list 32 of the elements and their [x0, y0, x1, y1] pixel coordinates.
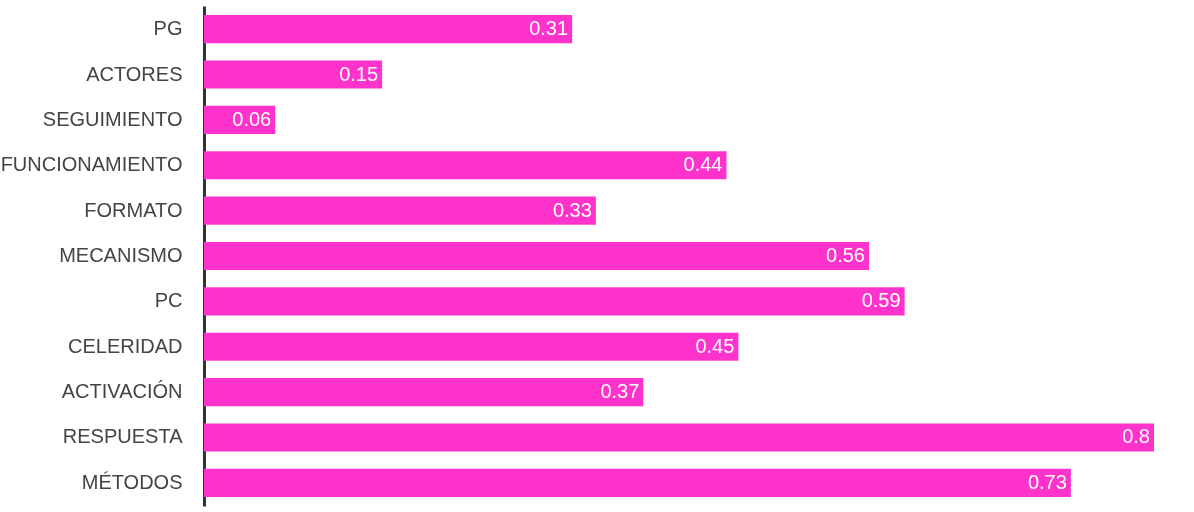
bar [204, 151, 727, 180]
data-label: 0.33 [552, 198, 592, 221]
y-tick-label: PG [153, 17, 183, 40]
data-label: 0.59 [861, 289, 901, 312]
data-label: 0.37 [600, 380, 640, 403]
bar [204, 468, 1071, 497]
y-tick-label: FORMATO [84, 198, 183, 221]
data-label: 0.06 [232, 107, 272, 130]
bar [204, 378, 644, 407]
data-label: 0.73 [1027, 470, 1067, 493]
bar [204, 287, 905, 316]
y-tick-label: ACTIVACIÓN [61, 380, 183, 403]
y-tick-label: RESPUESTA [62, 425, 184, 448]
y-tick-label: MÉTODOS [81, 470, 183, 493]
y-tick-label: FUNCIONAMIENTO [0, 153, 183, 176]
y-tick-label: ACTORES [86, 62, 183, 85]
y-tick-label: PC [154, 289, 183, 312]
bar [204, 423, 1154, 452]
data-label: 0.56 [826, 244, 865, 266]
data-label: 0.31 [529, 17, 569, 40]
data-label: 0.45 [695, 334, 735, 357]
data-label: 0.15 [339, 62, 379, 85]
bar [204, 241, 869, 271]
bar [204, 60, 383, 89]
y-tick-label: CELERIDAD [68, 334, 183, 357]
bar [204, 196, 596, 225]
bar [204, 332, 739, 361]
data-label: 0.8 [1122, 425, 1150, 448]
bar [204, 15, 573, 44]
data-label: 0.44 [683, 153, 723, 176]
y-tick-label: MECANISMO [59, 244, 183, 266]
y-tick-label: SEGUIMIENTO [42, 107, 183, 130]
